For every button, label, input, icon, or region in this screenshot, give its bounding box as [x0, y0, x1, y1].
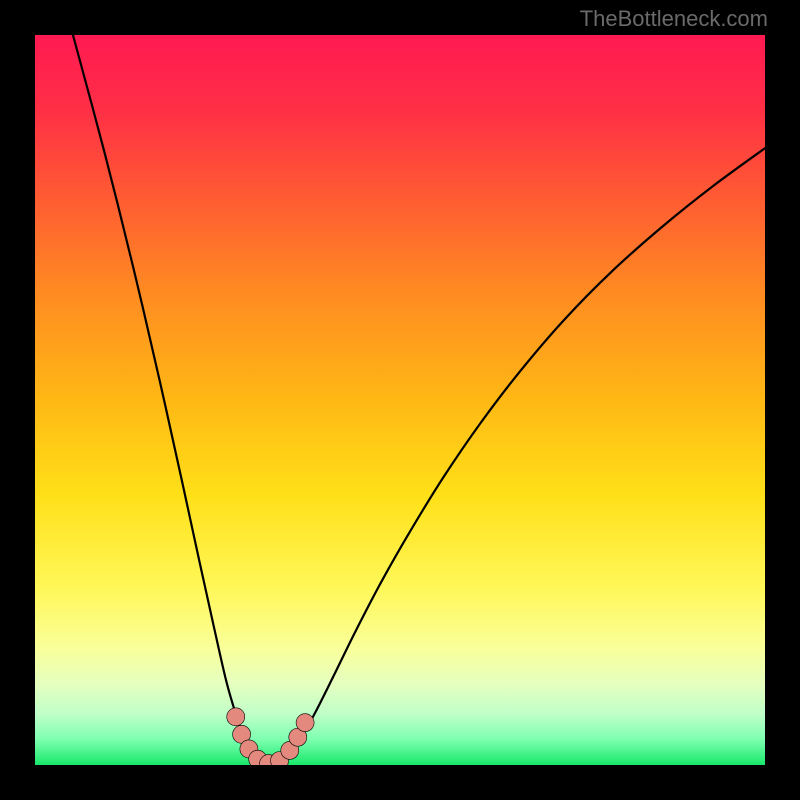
plot-area	[35, 35, 765, 765]
stage: TheBottleneck.com	[0, 0, 800, 800]
bottleneck-curve	[73, 35, 765, 765]
trough-marker	[296, 714, 314, 732]
watermark-text: TheBottleneck.com	[580, 6, 768, 32]
curve-overlay	[35, 35, 765, 765]
trough-markers-group	[227, 708, 314, 765]
trough-marker	[227, 708, 245, 726]
